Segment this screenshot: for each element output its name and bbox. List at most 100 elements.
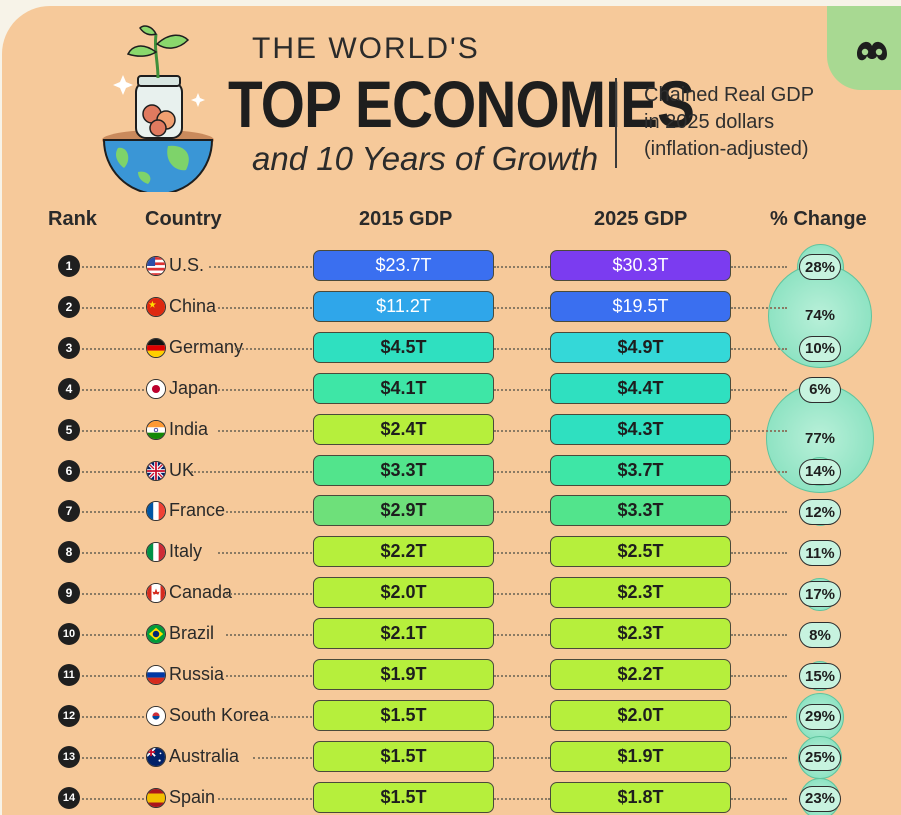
leader-dots — [494, 756, 550, 759]
leader-dots — [82, 388, 144, 391]
leader-dots — [494, 797, 550, 800]
country-name: France — [169, 500, 226, 521]
table-row: 4 Japan $4.1T $4.4T 6% — [2, 371, 901, 412]
br-flag-icon — [146, 624, 166, 645]
country-name: Russia — [169, 664, 225, 684]
leader-dots — [82, 511, 144, 514]
country-name: Germany — [169, 336, 244, 357]
leader-dots — [82, 634, 144, 637]
change-label: 25% — [799, 744, 841, 771]
leader-dots — [217, 306, 312, 309]
country-name: UK — [169, 459, 195, 480]
in-flag-icon — [146, 419, 166, 440]
subtitle-block: Chained Real GDP in 2025 dollars (inflat… — [644, 82, 814, 163]
gdp-2015-bar: $4.5T — [313, 331, 494, 363]
country-name: South Korea — [169, 704, 270, 725]
rank-badge: 5 — [58, 418, 80, 441]
rank-badge: 8 — [58, 541, 80, 564]
ru-flag-icon — [146, 665, 166, 685]
gdp-2015-bar: $2.2T — [313, 536, 494, 568]
jp-flag-icon — [146, 378, 166, 399]
gdp-2015-bar: $2.0T — [313, 577, 494, 609]
gdp-2015-bar: $2.4T — [313, 413, 494, 445]
change-label: 8% — [799, 622, 841, 649]
subtitle-line-1: Chained Real GDP — [644, 84, 815, 106]
change-label: 17% — [799, 581, 841, 608]
leader-dots — [731, 306, 787, 309]
country-name: Canada — [169, 582, 233, 603]
uk-flag-icon — [146, 460, 166, 481]
globe-plant-icon — [102, 25, 214, 192]
table-row: 3 Germany $4.5T $4.9T 10% — [2, 330, 901, 371]
leader-dots — [226, 593, 312, 596]
leader-dots — [731, 511, 787, 514]
country-name: Australia — [169, 745, 240, 766]
rank-badge: 11 — [58, 664, 80, 686]
change-label: 15% — [799, 663, 841, 689]
gdp-2015-bar: $2.9T — [313, 495, 494, 527]
us-flag-icon — [146, 256, 166, 276]
rank-badge: 3 — [58, 336, 80, 359]
leader-dots — [494, 266, 550, 268]
leader-dots — [494, 470, 550, 473]
leader-dots — [494, 634, 550, 637]
rank-badge: 6 — [58, 459, 80, 482]
gdp-2015-bar: $1.5T — [313, 740, 494, 772]
table-row: 12 South Korea $1.5T $2.0T 29% — [2, 692, 901, 742]
table-row: 8 Italy $2.2T $2.5T 11% — [2, 534, 901, 575]
subtitle-line-3: (inflation-adjusted) — [644, 138, 809, 160]
leader-dots — [731, 593, 787, 596]
gdp-2025-bar: $4.4T — [550, 372, 731, 404]
leader-dots — [82, 470, 144, 473]
change-label: 14% — [799, 458, 841, 485]
gdp-2025-bar: $2.2T — [550, 659, 731, 690]
change-label: 23% — [799, 785, 841, 812]
gdp-2025-bar: $30.3T — [550, 250, 731, 281]
fr-flag-icon — [146, 501, 166, 522]
leader-dots — [731, 715, 787, 718]
leader-dots — [731, 797, 787, 800]
leader-dots — [494, 347, 550, 350]
leader-dots — [82, 593, 144, 596]
rank-badge: 13 — [58, 745, 80, 768]
leader-dots — [82, 347, 144, 350]
leader-dots — [82, 675, 144, 677]
leader-dots — [494, 388, 550, 391]
gdp-2015-bar: $1.5T — [313, 699, 494, 731]
kr-flag-icon — [146, 705, 166, 726]
gdp-2025-bar: $19.5T — [550, 290, 731, 322]
rank-badge: 12 — [58, 704, 80, 727]
gdp-2025-bar: $4.3T — [550, 413, 731, 445]
gdp-2025-bar: $4.9T — [550, 331, 731, 363]
leader-dots — [494, 715, 550, 718]
leader-dots — [731, 552, 787, 555]
gdp-2015-bar: $1.5T — [313, 781, 494, 813]
it-flag-icon — [146, 542, 166, 563]
table-row: 11 Russia $1.9T $2.2T 15% — [2, 657, 901, 698]
leader-dots — [731, 388, 787, 391]
change-label: 77% — [804, 430, 836, 448]
rank-badge: 7 — [58, 500, 80, 523]
leader-dots — [494, 306, 550, 309]
infographic-card: THE WORLD'S TOP ECONOMIES and 10 Years o… — [2, 6, 901, 815]
table-row: 10 Brazil $2.1T $2.3T 8% — [2, 616, 901, 657]
leader-dots — [494, 675, 550, 677]
gdp-2025-bar: $3.7T — [550, 454, 731, 486]
gdp-2015-bar: $2.1T — [313, 618, 494, 650]
title-block: THE WORLD'S TOP ECONOMIES and 10 Years o… — [2, 6, 901, 206]
country-name: Brazil — [169, 623, 215, 644]
change-label: 11% — [799, 540, 841, 567]
country-name: U.S. — [169, 255, 205, 275]
change-label: 12% — [799, 499, 841, 526]
leader-dots — [731, 347, 787, 350]
leader-dots — [731, 470, 787, 473]
gdp-2025-bar: $3.3T — [550, 495, 731, 527]
leader-dots — [235, 347, 312, 350]
leader-dots — [731, 266, 787, 268]
country-name: China — [169, 295, 217, 316]
leader-dots — [494, 429, 550, 432]
leader-dots — [226, 675, 312, 677]
leader-dots — [82, 715, 144, 718]
rank-badge: 9 — [58, 582, 80, 605]
gdp-2025-bar: $1.9T — [550, 740, 731, 772]
